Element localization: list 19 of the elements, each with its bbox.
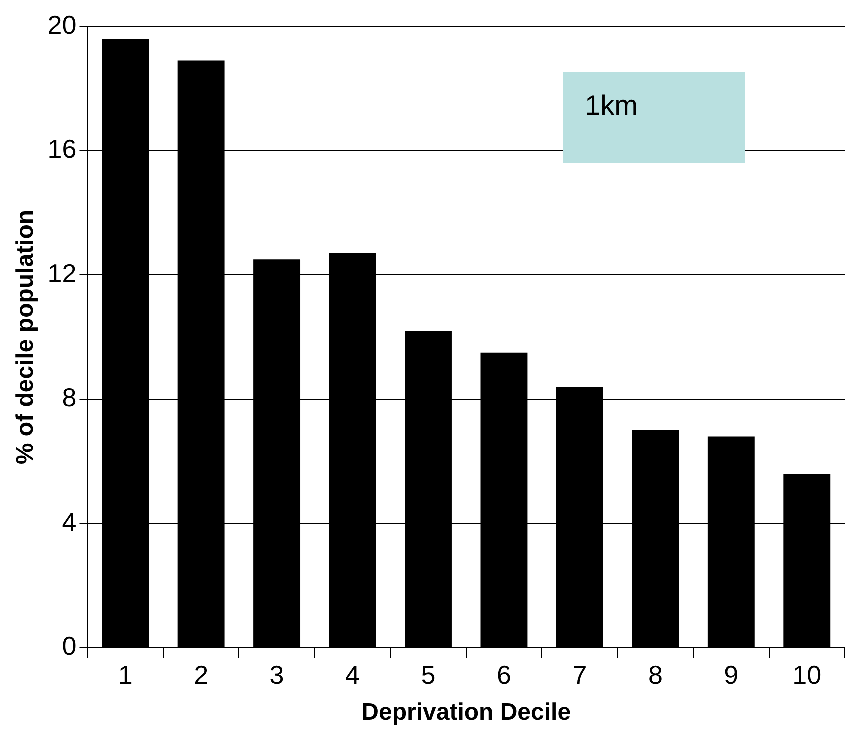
y-tick-label: 8 bbox=[62, 382, 77, 413]
y-tick-label: 16 bbox=[48, 134, 77, 164]
x-tick-label: 1 bbox=[118, 660, 133, 690]
y-tick-label: 12 bbox=[48, 258, 77, 288]
label-box: 1km bbox=[563, 72, 745, 163]
x-tick-label: 10 bbox=[792, 660, 822, 690]
y-tick-label: 4 bbox=[62, 506, 77, 537]
x-tick-label: 6 bbox=[496, 660, 512, 690]
x-tick-label: 7 bbox=[572, 660, 588, 690]
x-tick-label: 4 bbox=[346, 660, 360, 690]
x-tick-label: 8 bbox=[648, 660, 663, 690]
x-tick-label: 2 bbox=[194, 660, 209, 690]
y-tick-label: 20 bbox=[48, 10, 77, 40]
x-tick-label: 5 bbox=[421, 660, 436, 690]
y-axis-title: % of decile population bbox=[12, 210, 40, 465]
x-tick-label: 3 bbox=[270, 660, 284, 690]
y-tick-label: 0 bbox=[62, 631, 77, 662]
x-axis-title: Deprivation Decile bbox=[362, 699, 572, 726]
x-tick-label: 9 bbox=[724, 660, 739, 690]
